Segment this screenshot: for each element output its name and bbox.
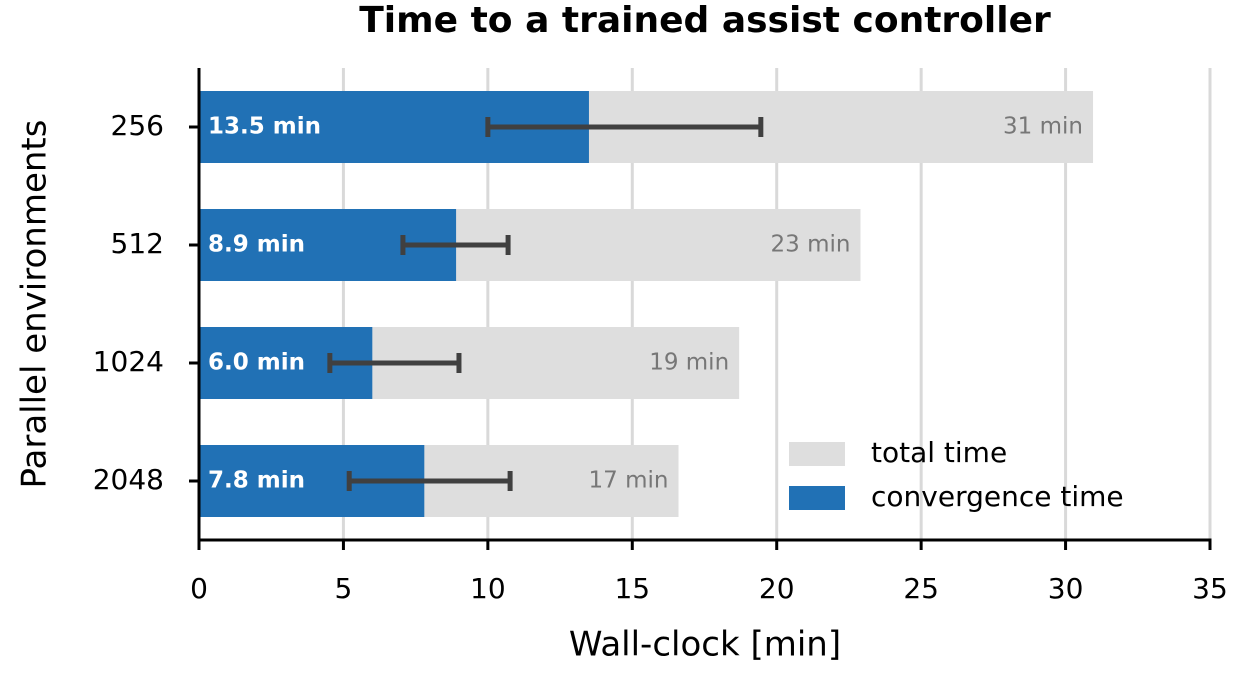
x-tick-label: 30 bbox=[1048, 572, 1084, 605]
x-tick-label: 15 bbox=[614, 572, 650, 605]
value-label: 7.8 min bbox=[208, 468, 305, 494]
x-tick-label: 35 bbox=[1192, 572, 1228, 605]
x-axis-label: Wall-clock [min] bbox=[569, 625, 841, 665]
y-tick-label: 512 bbox=[111, 227, 164, 260]
x-tick-label: 5 bbox=[335, 572, 353, 605]
legend-swatch bbox=[789, 442, 845, 466]
x-tick-label: 20 bbox=[759, 572, 795, 605]
value-label: 6.0 min bbox=[208, 350, 305, 376]
legend-label: convergence time bbox=[871, 480, 1124, 513]
chart-title: Time to a trained assist controller bbox=[359, 0, 1051, 41]
value-label: 8.9 min bbox=[208, 232, 305, 258]
y-tick-label: 1024 bbox=[93, 345, 164, 378]
error-bar bbox=[327, 353, 462, 373]
value-label: 17 min bbox=[589, 468, 669, 494]
value-label: 31 min bbox=[1003, 114, 1083, 140]
value-label: 13.5 min bbox=[208, 114, 321, 140]
x-tick-label: 25 bbox=[903, 572, 939, 605]
x-tick-label: 10 bbox=[470, 572, 506, 605]
error-bar bbox=[346, 471, 513, 491]
y-axis-label: Parallel environments bbox=[15, 120, 55, 489]
legend-label: total time bbox=[871, 436, 1007, 469]
y-tick-label: 256 bbox=[111, 109, 164, 142]
x-tick-label: 0 bbox=[190, 572, 208, 605]
error-bar bbox=[485, 117, 764, 137]
value-label: 19 min bbox=[649, 350, 729, 376]
error-bar bbox=[400, 235, 511, 255]
y-tick-label: 2048 bbox=[93, 463, 164, 496]
legend-swatch bbox=[789, 486, 845, 510]
value-label: 23 min bbox=[771, 232, 851, 258]
